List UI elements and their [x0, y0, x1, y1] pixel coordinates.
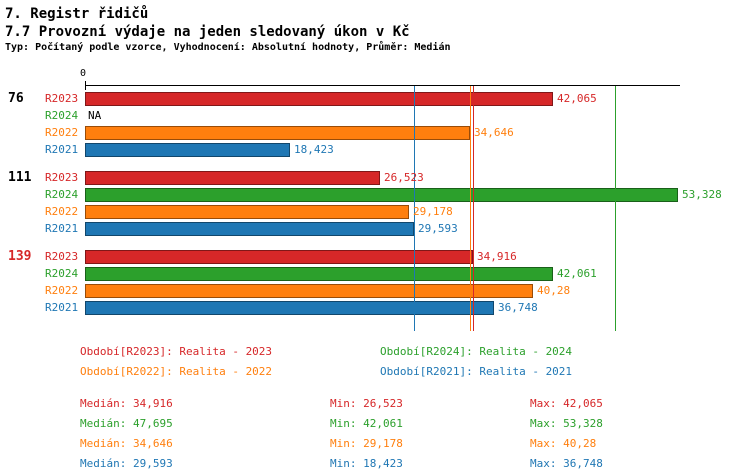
stat-max-R2024: Max: 53,328 — [530, 417, 603, 430]
bar-value-label: 42,061 — [557, 267, 597, 280]
bar-R2022 — [85, 126, 470, 140]
median-line-R2024 — [615, 86, 616, 331]
legend-item-R2021: Období[R2021]: Realita - 2021 — [380, 365, 573, 378]
bar-R2023 — [85, 92, 553, 106]
chart-title: 7.7 Provozní výdaje na jeden sledovaný ú… — [5, 24, 410, 40]
bar-R2023 — [85, 171, 380, 185]
stat-max-R2022: Max: 40,28 — [530, 437, 597, 450]
group-label: 111 — [8, 170, 32, 185]
series-row-label: R2021 — [45, 222, 79, 235]
bar-value-label: 42,065 — [557, 92, 597, 105]
bar-value-label: 29,593 — [418, 222, 458, 235]
bar-R2022 — [85, 284, 533, 298]
bar-value-label: 18,423 — [294, 143, 334, 156]
group-label: 76 — [8, 91, 24, 106]
series-row-label: R2023 — [45, 250, 79, 263]
bar-value-label: 36,748 — [498, 301, 538, 314]
bar-R2021 — [85, 143, 290, 157]
stat-median-R2021: Medián: 29,593 — [80, 457, 173, 470]
series-row-label: R2024 — [45, 188, 79, 201]
series-row-label: R2024 — [45, 267, 79, 280]
series-row-label: R2023 — [45, 92, 79, 105]
bar-R2022 — [85, 205, 409, 219]
series-row-label: R2022 — [45, 284, 79, 297]
bar-value-label: 34,916 — [477, 250, 517, 263]
bar-R2021 — [85, 222, 414, 236]
bar-value-label: 34,646 — [474, 126, 514, 139]
stat-min-R2023: Min: 26,523 — [330, 397, 403, 410]
x-axis-line — [85, 85, 680, 86]
stat-median-R2022: Medián: 34,646 — [80, 437, 173, 450]
stat-max-R2023: Max: 42,065 — [530, 397, 603, 410]
median-line-R2023 — [473, 86, 474, 331]
series-row-label: R2021 — [45, 143, 79, 156]
stat-max-R2021: Max: 36,748 — [530, 457, 603, 470]
legend-item-R2022: Období[R2022]: Realita - 2022 — [80, 365, 273, 378]
chart-meta: Typ: Počítaný podle vzorce, Vyhodnocení:… — [5, 42, 451, 53]
stat-min-R2022: Min: 29,178 — [330, 437, 403, 450]
stat-min-R2021: Min: 18,423 — [330, 457, 403, 470]
stat-median-R2023: Medián: 34,916 — [80, 397, 173, 410]
median-line-R2022 — [470, 86, 471, 331]
bar-value-label: 53,328 — [682, 188, 722, 201]
bar-R2021 — [85, 301, 494, 315]
legend-item-R2024: Období[R2024]: Realita - 2024 — [380, 345, 573, 358]
series-row-label: R2022 — [45, 126, 79, 139]
series-row-label: R2023 — [45, 171, 79, 184]
stat-min-R2024: Min: 42,061 — [330, 417, 403, 430]
median-line-R2021 — [414, 86, 415, 331]
page-title: 7. Registr řidičů — [5, 6, 149, 22]
x-axis-tick — [85, 81, 86, 90]
series-row-label: R2022 — [45, 205, 79, 218]
x-axis-zero-label: 0 — [80, 68, 87, 79]
bar-R2024 — [85, 188, 678, 202]
bar-value-label: 26,523 — [384, 171, 424, 184]
bar-R2023 — [85, 250, 473, 264]
bar-value-label: 40,28 — [537, 284, 571, 297]
legend-item-R2023: Období[R2023]: Realita - 2023 — [80, 345, 273, 358]
stat-median-R2024: Medián: 47,695 — [80, 417, 173, 430]
series-row-label: R2021 — [45, 301, 79, 314]
bar-value-label-na: NA — [88, 109, 102, 122]
group-label: 139 — [8, 249, 32, 264]
series-row-label: R2024 — [45, 109, 79, 122]
bar-R2024 — [85, 267, 553, 281]
bar-value-label: 29,178 — [413, 205, 453, 218]
